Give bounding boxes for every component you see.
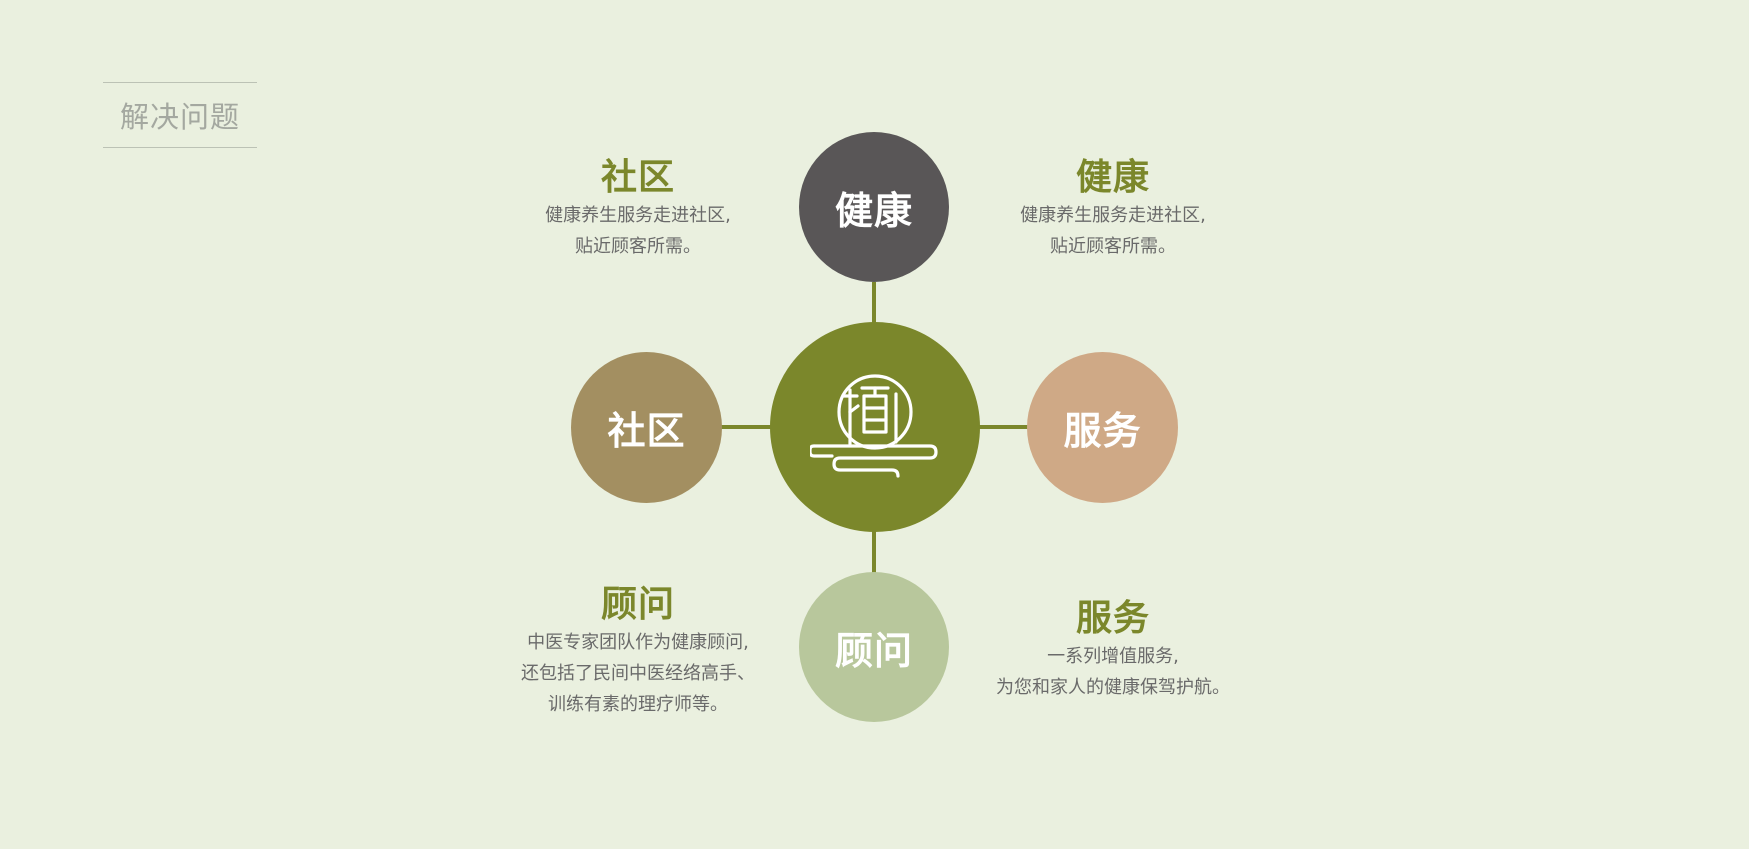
info-community-line-2: 贴近顾客所需。 [575,236,701,257]
node-service: 服务 [1027,352,1178,503]
info-community-line-1: 健康养生服务走进社区, [545,205,731,226]
info-service: 服务 一系列增值服务, 为您和家人的健康保驾护航。 [973,597,1253,703]
info-community: 社区 健康养生服务走进社区, 贴近顾客所需。 [498,156,778,262]
connector-left [720,425,772,429]
page-heading: 解决问题 [103,82,257,148]
node-health: 健康 [799,132,949,282]
node-community: 社区 [571,352,722,503]
info-service-line-1: 一系列增值服务, [1047,646,1179,667]
info-advisor-title: 顾问 [600,584,675,625]
center-hub [770,322,980,532]
info-advisor-line-3: 训练有素的理疗师等。 [548,694,728,715]
seal-logo-icon [810,374,938,478]
info-health-title: 健康 [1075,157,1150,198]
info-community-title: 社区 [600,157,675,198]
connector-bottom [872,530,876,574]
node-advisor: 顾问 [799,572,949,722]
connector-top [872,282,876,324]
info-advisor-line-2: 还包括了民间中医经络高手、 [521,663,755,684]
info-health-line-1: 健康养生服务走进社区, [1020,205,1206,226]
info-service-line-2: 为您和家人的健康保驾护航。 [996,677,1230,698]
connector-right [978,425,1029,429]
info-advisor-line-1: 中医专家团队作为健康顾问, [527,632,749,653]
info-service-title: 服务 [1075,598,1150,639]
info-health: 健康 健康养生服务走进社区, 贴近顾客所需。 [973,156,1253,262]
info-advisor: 顾问 中医专家团队作为健康顾问, 还包括了民间中医经络高手、 训练有素的理疗师等… [498,583,778,720]
info-health-line-2: 贴近顾客所需。 [1050,236,1176,257]
